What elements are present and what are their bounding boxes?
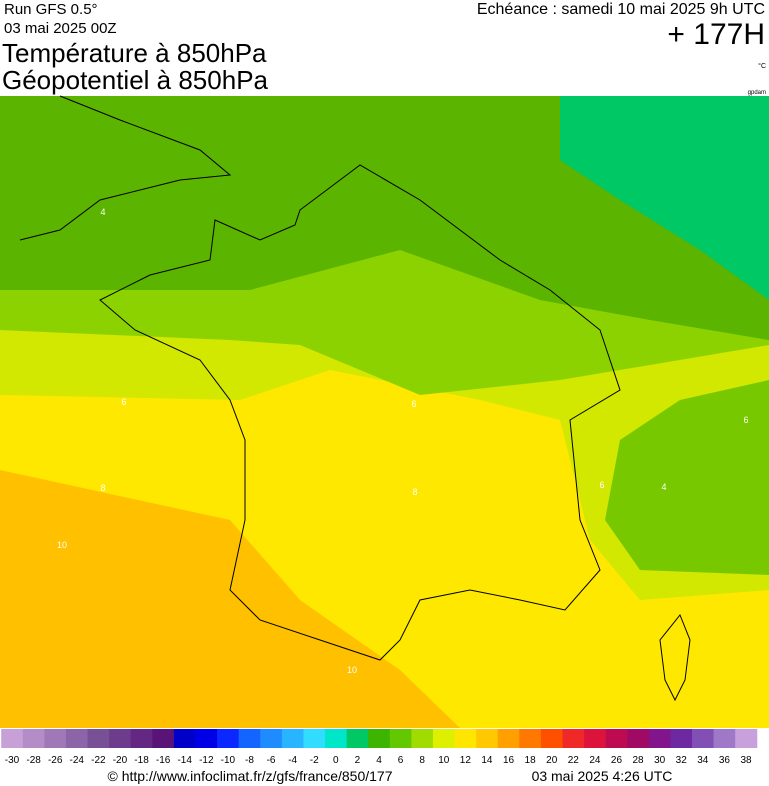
colorbar-swatch — [281, 729, 304, 748]
colorbar-swatch — [648, 729, 671, 748]
colorbar-swatch — [497, 729, 520, 748]
colorbar-label: -2 — [310, 755, 319, 766]
credit: gpdam — [748, 90, 766, 96]
colorbar-swatch — [22, 729, 45, 748]
colorbar-label: -6 — [267, 755, 276, 766]
colorbar-label: 28 — [632, 755, 644, 766]
colorbar-label: 10 — [438, 755, 450, 766]
colorbar-swatch — [713, 729, 736, 748]
colorbar-swatch — [195, 729, 218, 748]
colorbar-swatch — [540, 729, 563, 748]
colorbar-label: 30 — [654, 755, 666, 766]
colorbar-label: -8 — [245, 755, 254, 766]
colorbar-label: 12 — [460, 755, 472, 766]
colorbar-swatch — [238, 729, 261, 748]
colorbar-swatch — [1, 729, 24, 748]
map: 4 6 8 10 10 6 8 4 6 6 — [0, 95, 769, 728]
colorbar-label: 22 — [568, 755, 580, 766]
colorbar-label: 2 — [355, 755, 361, 766]
colorbar-swatch — [173, 729, 196, 748]
colorbar-label: 20 — [546, 755, 558, 766]
colorbar-label: -22 — [91, 755, 106, 766]
colorbar-swatch — [325, 729, 348, 748]
echeance: Echéance : samedi 10 mai 2025 9h UTC — [477, 1, 765, 18]
contour-label: 8 — [100, 483, 105, 493]
colorbar-swatch — [476, 729, 499, 748]
colorbar: -30 -28 -26 -24 -22 -20 -18 -16 -14 -12 -10 -8 -6 -4-… — [1, 729, 758, 766]
colorbar-label: 26 — [611, 755, 623, 766]
colorbar-label: 24 — [589, 755, 601, 766]
corsica — [659, 614, 691, 702]
colorbar-swatch — [692, 729, 715, 748]
contour-label: 8 — [412, 487, 417, 497]
contour-label: 6 — [121, 397, 126, 407]
contour-label: 6 — [599, 480, 604, 490]
colorbar-label: -10 — [221, 755, 236, 766]
colorbar-swatch — [735, 729, 758, 748]
colorbar-label: 32 — [676, 755, 688, 766]
colorbar-swatch — [670, 729, 693, 748]
colorbar-swatch — [411, 729, 434, 748]
title-geopotential: Géopotentiel à 850hPa — [2, 65, 269, 95]
colorbar-label: -30 — [5, 755, 20, 766]
france-outline — [99, 164, 621, 661]
contour-label: 6 — [411, 399, 416, 409]
colorbar-swatch — [584, 729, 607, 748]
colorbar-label: 4 — [376, 755, 382, 766]
colorbar-label: 8 — [419, 755, 425, 766]
contour-label: 10 — [347, 665, 357, 675]
colorbar-label: -24 — [70, 755, 85, 766]
colorbar-label: 18 — [525, 755, 537, 766]
colorbar-label: 14 — [481, 755, 493, 766]
colorbar-label: 36 — [719, 755, 731, 766]
colorbar-swatch — [44, 729, 67, 748]
title-temperature: Température à 850hPa — [2, 38, 267, 68]
colorbar-swatch — [109, 729, 132, 748]
contour-label: 4 — [661, 482, 666, 492]
unit: °C — [758, 62, 766, 70]
colorbar-swatch — [454, 729, 477, 748]
colorbar-label: -26 — [48, 755, 63, 766]
colorbar-label: 34 — [697, 755, 709, 766]
colorbar-swatch — [389, 729, 412, 748]
colorbar-swatch — [152, 729, 175, 748]
colorbar-swatch — [87, 729, 110, 748]
colorbar-swatch — [346, 729, 369, 748]
colorbar-label: -16 — [156, 755, 171, 766]
contour-labels: 4 6 8 10 10 6 8 4 6 6 — [57, 207, 749, 675]
colorbar-label: -4 — [288, 755, 297, 766]
contour-label: 4 — [100, 207, 105, 217]
colorbar-label: -18 — [134, 755, 149, 766]
colorbar-swatch — [519, 729, 542, 748]
colorbar-swatch — [368, 729, 391, 748]
colorbar-label: -28 — [26, 755, 41, 766]
colorbar-swatch — [260, 729, 283, 748]
run-label: Run GFS 0.5° — [4, 1, 98, 18]
colorbar-swatch — [130, 729, 153, 748]
zone-bright-green — [560, 96, 769, 300]
colorbar-swatch — [65, 729, 89, 748]
colorbar-label: -14 — [177, 755, 192, 766]
offset: + 177H — [667, 18, 765, 51]
colorbar-label: -20 — [113, 755, 128, 766]
colorbar-swatch — [562, 729, 585, 748]
colorbar-swatch — [303, 729, 326, 748]
contour-label: 10 — [57, 540, 67, 550]
colorbar-label: 6 — [398, 755, 404, 766]
contour-label: 6 — [743, 415, 748, 425]
colorbar-label: -12 — [199, 755, 214, 766]
uk-coast — [19, 95, 232, 241]
colorbar-label: 38 — [740, 755, 752, 766]
colorbar-label: 16 — [503, 755, 515, 766]
colorbar-swatch — [627, 729, 650, 748]
footer-time: 03 mai 2025 4:26 UTC — [532, 768, 673, 784]
colorbar-swatch — [432, 729, 456, 748]
run-date: 03 mai 2025 00Z — [4, 20, 117, 37]
zone-alps-green — [605, 380, 769, 575]
colorbar-swatch — [605, 729, 628, 748]
footer-url: © http://www.infoclimat.fr/z/gfs/france/… — [108, 768, 393, 784]
colorbar-label: 0 — [333, 755, 339, 766]
colorbar-swatch — [217, 729, 240, 748]
